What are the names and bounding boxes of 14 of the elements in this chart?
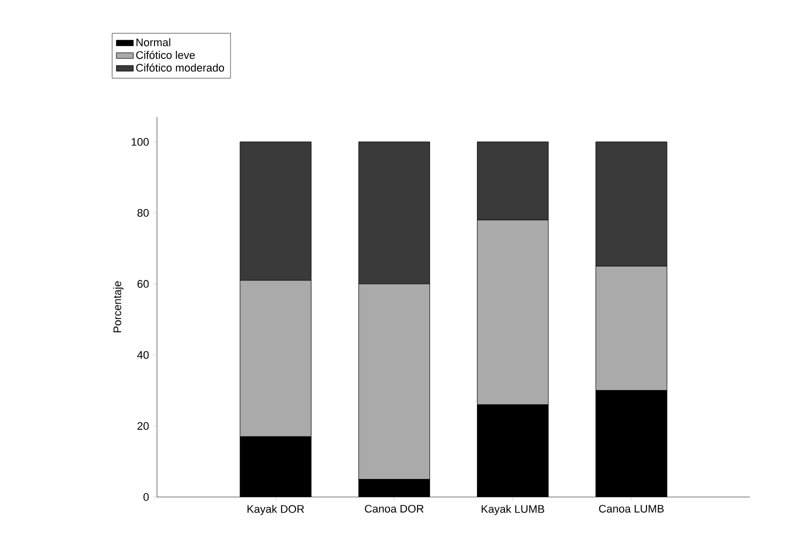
y-tick-label: 80	[137, 209, 149, 217]
x-tick-label: Canoa DOR	[364, 504, 424, 513]
y-axis-title: Porcentaje	[113, 281, 124, 332]
x-tick-label: Canoa LUMB	[599, 504, 664, 513]
y-tick-label: 0	[143, 493, 149, 501]
y-tick-label: 60	[138, 280, 149, 288]
y-tick-label: 100	[132, 138, 149, 146]
legend-label: Normal	[136, 38, 170, 46]
x-tick-label: Kayak LUMB	[482, 504, 544, 516]
y-tick-label: 20	[138, 422, 149, 430]
legend-label: Cifótico leve	[136, 50, 195, 59]
y-tick-label: 40	[137, 351, 149, 359]
legend-label: Cifótico moderado	[136, 63, 224, 72]
x-tick-label: Kayak DOR	[248, 504, 304, 516]
